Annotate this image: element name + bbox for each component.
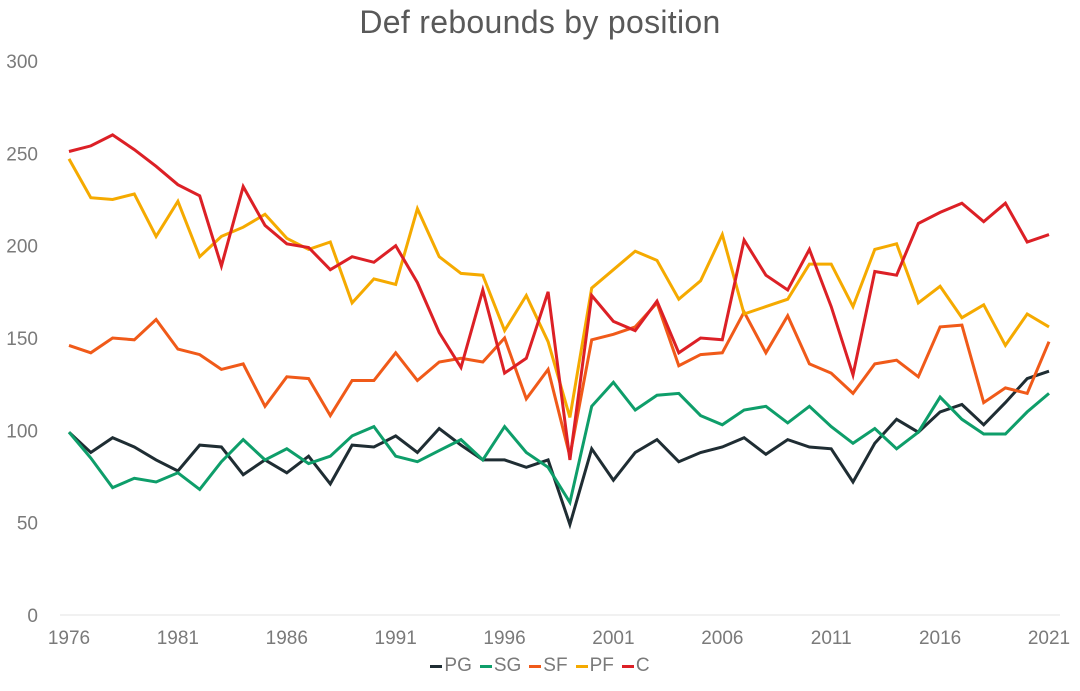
legend-swatch-icon (621, 664, 634, 668)
legend-label: SG (493, 655, 522, 676)
legend-swatch-icon (575, 664, 588, 668)
x-tick-label: 1996 (483, 628, 525, 649)
x-tick-label: 2016 (919, 628, 961, 649)
legend-label: SF (543, 655, 568, 676)
legend-swatch-icon (529, 664, 542, 668)
series-line-pg (67, 369, 1050, 530)
legend-item-c: C (621, 655, 650, 677)
y-tick-label: 100 (6, 421, 38, 442)
legend-label: PG (444, 655, 472, 676)
legend-label: PF (589, 655, 614, 676)
legend-item-pg: PG (430, 655, 472, 677)
x-tick-label: 1976 (48, 628, 90, 649)
series-line-c (68, 133, 1050, 461)
x-tick-label: 2021 (1028, 628, 1070, 649)
series-line-sg (67, 379, 1050, 507)
legend-item-sg: SG (479, 655, 522, 677)
legend-swatch-icon (430, 664, 443, 668)
x-tick-label: 1986 (266, 628, 308, 649)
y-tick-label: 250 (6, 144, 38, 165)
legend-item-pf: PF (575, 655, 614, 677)
chart-title: Def rebounds by position (359, 4, 721, 40)
legend-item-sf: SF (529, 655, 568, 677)
series-line-sf (68, 300, 1051, 457)
y-tick-label: 150 (6, 329, 38, 350)
x-tick-label: 1981 (157, 628, 199, 649)
y-axis: 0 50 100 150 200 250 300 (6, 52, 38, 627)
x-tick-label: 1991 (375, 628, 417, 649)
y-tick-label: 200 (6, 237, 38, 258)
x-tick-label: 2006 (701, 628, 743, 649)
y-tick-label: 300 (6, 52, 38, 73)
legend-swatch-icon (479, 664, 492, 668)
legend: PG SG SF PF C (0, 655, 1080, 677)
y-tick-label: 0 (27, 606, 38, 627)
y-tick-label: 50 (17, 514, 38, 535)
legend-label: C (635, 655, 650, 676)
x-tick-label: 2011 (811, 628, 852, 649)
x-tick-label: 2001 (592, 628, 634, 649)
x-axis: 1976 1981 1986 1991 1996 2001 2006 2011 2016 2021 (48, 628, 1070, 649)
series-lines (67, 133, 1051, 530)
